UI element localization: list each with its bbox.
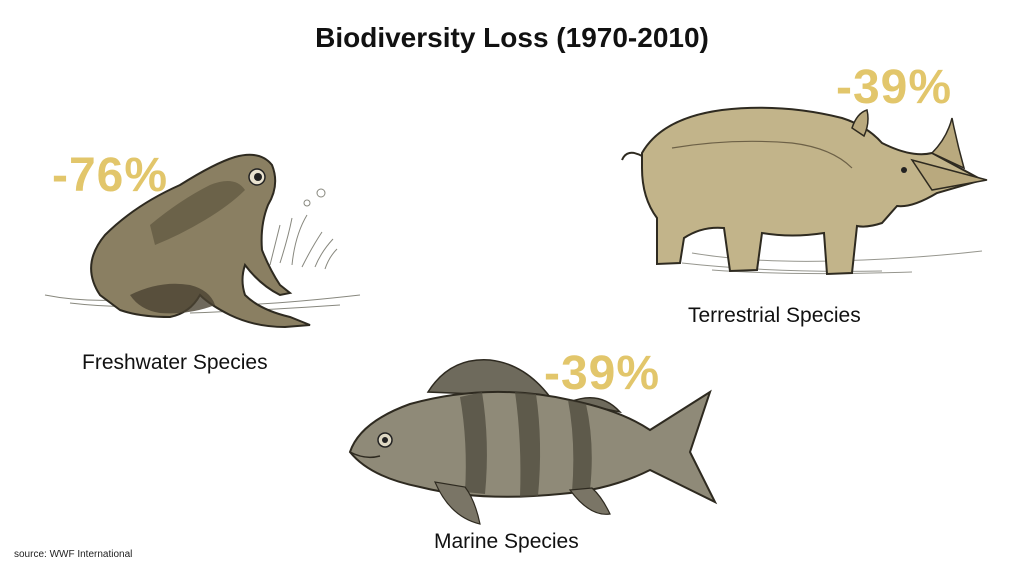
fish-illustration <box>348 359 718 525</box>
marine-species-label: Marine Species <box>434 530 579 553</box>
freshwater-change-value: -76% <box>52 149 169 202</box>
terrestrial-species-label: Terrestrial Species <box>688 304 861 327</box>
frog-illustration <box>44 153 361 329</box>
page-title: Biodiversity Loss (1970-2010) <box>315 22 709 53</box>
rhino-illustration <box>621 106 988 276</box>
marine-change-value: -39% <box>544 347 661 400</box>
source-note: source: WWF International <box>14 549 133 560</box>
terrestrial-change-value: -39% <box>836 61 953 114</box>
freshwater-species-label: Freshwater Species <box>82 351 268 374</box>
